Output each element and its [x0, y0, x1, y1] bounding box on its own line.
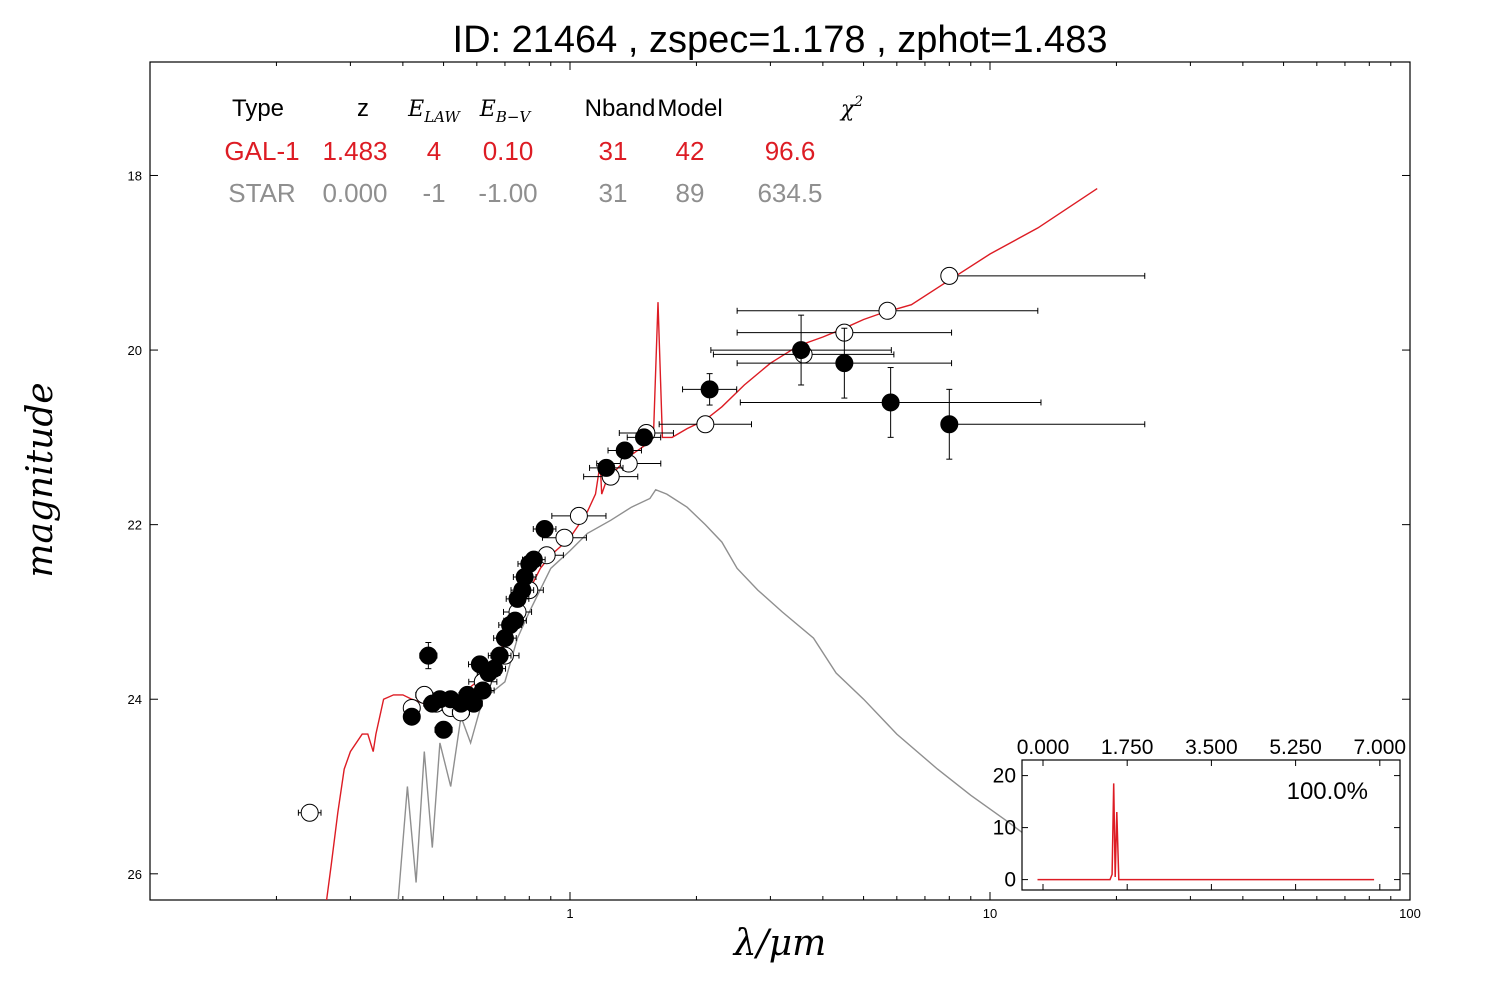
observed-point [881, 393, 900, 412]
inset-percent-label: 100.0% [1287, 778, 1368, 805]
x-axis-label: λ/μm [732, 923, 826, 964]
table-header-4: Nband [585, 95, 656, 122]
series-line-star [397, 488, 1032, 900]
observed-point [792, 341, 811, 360]
observed-point [506, 611, 525, 630]
table-cell-r0-c2: 4 [427, 136, 441, 166]
observed-point [700, 380, 719, 399]
table-cell-r0-c0: GAL-1 [224, 136, 299, 166]
y-tick-label: 20 [128, 343, 142, 358]
x-tick-label: 100 [1399, 906, 1421, 921]
y-tick-label: 22 [128, 518, 142, 533]
model-point [696, 415, 715, 434]
table-cell-r1-c3: -1.00 [478, 178, 537, 208]
table-cell-r1-c5: 89 [676, 178, 705, 208]
model-point [569, 506, 588, 525]
x-tick-label: 1 [566, 906, 573, 921]
x-tick-label: 10 [983, 906, 997, 921]
y-tick-label: 24 [128, 692, 142, 707]
table-cell-r1-c1: 0.000 [322, 178, 387, 208]
series-line-gal-1 [325, 188, 1098, 900]
table-cell-r0-c5: 42 [676, 136, 705, 166]
observed-point [615, 441, 634, 460]
fit-table: Type z ELAW EB−V Nband Model χ2 GAL-1 1.483 4 0.10… [224, 94, 863, 208]
table-cell-r0-c1: 1.483 [322, 136, 387, 166]
inset-x-tick-label: 5.250 [1269, 736, 1322, 759]
inset-x-tick-label: 0.000 [1017, 736, 1070, 759]
redshift-pdf-inset: 0.000 1.750 3.500 5.250 7.000 0 10 20 100.0% [993, 736, 1406, 892]
inset-x-tick-label: 1.750 [1101, 736, 1154, 759]
observed-point [402, 707, 421, 726]
table-header-1: z [357, 95, 369, 122]
plot-frame [149, 61, 1411, 901]
table-cell-r1-c0: STAR [228, 178, 295, 208]
table-header-5: Model [657, 95, 722, 122]
inset-y-tick-label: 0 [1004, 869, 1016, 892]
plot-area [297, 188, 1146, 900]
observed-point [597, 458, 616, 477]
table-header-2: ELAW [407, 97, 461, 126]
table-cell-r1-c6: 634.5 [757, 178, 822, 208]
table-cell-r0-c4: 31 [599, 136, 628, 166]
model-point [300, 803, 319, 822]
model-point [940, 266, 959, 285]
inset-x-tick-label: 3.500 [1185, 736, 1238, 759]
y-axis-label: magnitude [20, 382, 61, 577]
y-tick-label: 18 [128, 168, 142, 183]
chart-title: ID: 21464 , zspec=1.178 , zphot=1.483 [453, 19, 1108, 61]
plot-content [297, 188, 1146, 900]
model-point [878, 301, 897, 320]
observed-point [434, 720, 453, 739]
inset-frame [1021, 759, 1401, 891]
observed-point [634, 428, 653, 447]
table-header-6: χ2 [839, 94, 863, 122]
y-tick-label: 26 [128, 867, 142, 882]
model-point [555, 528, 574, 547]
table-cell-r0-c6: 96.6 [765, 136, 816, 166]
inset-y-tick-label: 20 [993, 765, 1016, 788]
inset-y-tick-label: 10 [993, 817, 1016, 840]
observed-point [940, 415, 959, 434]
observed-point [464, 694, 483, 713]
table-cell-r1-c2: -1 [422, 178, 445, 208]
observed-point [535, 520, 554, 539]
inset-x-tick-label: 7.000 [1354, 736, 1407, 759]
observed-point [524, 550, 543, 569]
observed-point [490, 646, 509, 665]
table-header-3: EB−V [479, 97, 533, 126]
observed-point [419, 646, 438, 665]
table-cell-r1-c4: 31 [599, 178, 628, 208]
observed-point [835, 354, 854, 373]
table-cell-r0-c3: 0.10 [483, 136, 534, 166]
observed-point [473, 681, 492, 700]
table-header-0: Type [232, 95, 284, 122]
inset-pdf-line [1037, 783, 1375, 881]
